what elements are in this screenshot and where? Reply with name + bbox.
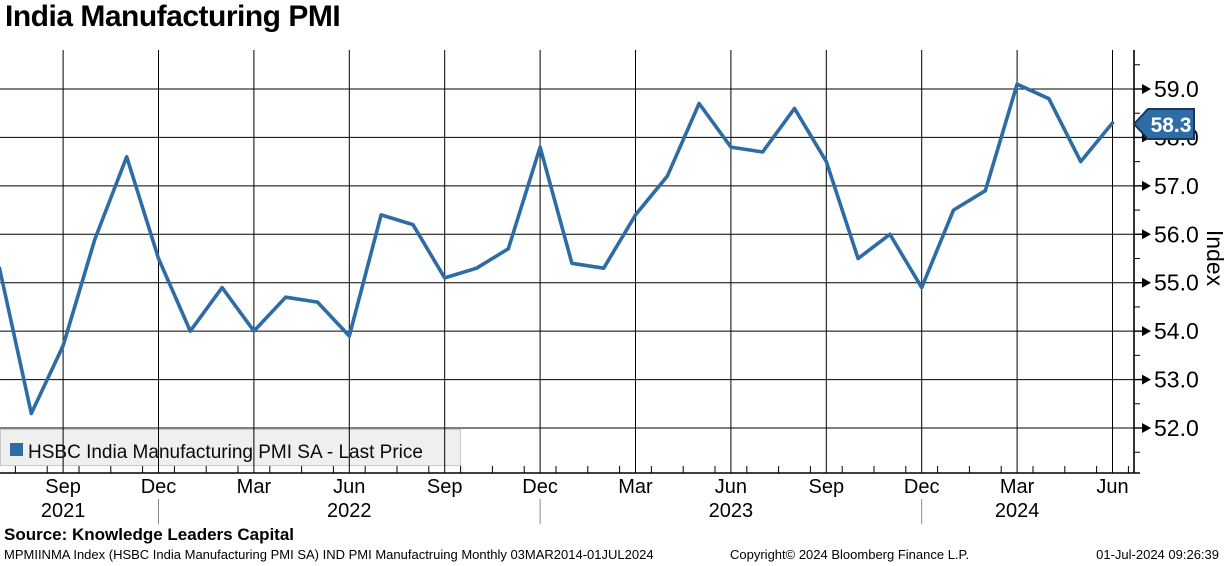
y-axis-tick-label: 57.0 [1154,173,1199,199]
x-axis-tick-label: Mar [237,476,272,498]
x-axis-tick-label: Sep [427,476,463,498]
footer-ticker-info: MPMIINMA Index (HSBC India Manufacturing… [4,547,654,562]
legend-box[interactable] [0,429,461,466]
y-tick-arrow-icon [1142,374,1151,385]
x-axis-tick-label: Mar [618,476,653,498]
y-axis-tick-label: 54.0 [1154,318,1199,344]
x-axis-tick-label: Sep [45,476,81,498]
last-price-badge-label: 58.3 [1151,114,1192,137]
x-axis-year-label: 2021 [41,500,86,522]
footer-timestamp: 01-Jul-2024 09:26:39 [1096,547,1219,562]
source-line: Source: Knowledge Leaders Capital [4,525,295,544]
x-axis-year-label: 2024 [995,500,1040,522]
y-tick-arrow-icon [1142,84,1151,94]
footer: MPMIINMA Index (HSBC India Manufacturing… [0,547,1224,565]
pmi-line-series [0,82,1115,416]
y-tick-arrow-icon [1142,326,1151,337]
y-tick-arrow-icon [1142,180,1151,191]
x-axis-tick-label: Dec [141,476,177,498]
y-tick-arrow-icon [1142,229,1151,240]
last-price-badge [1132,108,1195,140]
y-axis-tick-label: 55.0 [1154,270,1199,296]
y-axis-tick-label: 56.0 [1154,221,1199,247]
x-axis-year-label: 2023 [709,500,754,522]
y-tick-arrow-icon [1142,277,1151,288]
y-axis-tick-label: 59.0 [1154,76,1199,102]
x-axis-tick-label: Jun [715,476,747,498]
legend-label: HSBC India Manufacturing PMI SA - Last P… [28,442,423,463]
x-axis-tick-label: Jun [333,476,365,498]
legend-swatch-icon [10,443,23,456]
x-axis-tick-label: Mar [1000,476,1035,498]
x-axis-tick-label: Sep [809,476,845,498]
y-axis-tick-label: 53.0 [1154,367,1199,393]
x-axis-tick-label: Dec [522,476,558,498]
x-axis-year-label: 2022 [327,500,372,522]
y-tick-arrow-icon [1142,423,1151,434]
x-axis-tick-label: Dec [904,476,940,498]
y-axis-tick-label: 52.0 [1154,415,1199,441]
x-axis-tick-label: Jun [1096,476,1128,498]
page-title: India Manufacturing PMI [5,0,341,33]
footer-copyright: Copyright© 2024 Bloomberg Finance L.P. [730,547,970,562]
y-axis-title: Index [1202,230,1224,287]
